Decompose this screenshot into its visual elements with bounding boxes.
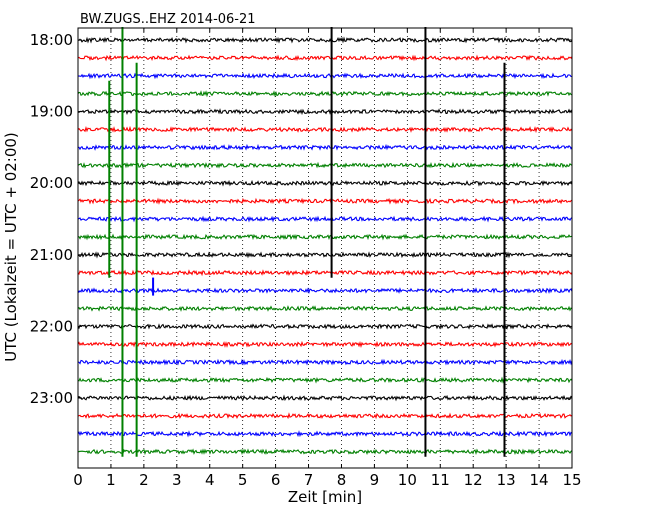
- x-tick-label-12: 12: [464, 471, 483, 489]
- trace-2015: [77, 197, 573, 205]
- trace-2045: [77, 233, 572, 241]
- y-tick-label-2200: 22:00: [30, 317, 73, 335]
- x-tick-label-1: 1: [106, 471, 116, 489]
- x-tick-label-5: 5: [238, 471, 248, 489]
- x-tick-label-6: 6: [271, 471, 281, 489]
- trace-1800: [77, 36, 573, 44]
- trace-1945: [77, 161, 573, 169]
- trace-2345: [78, 448, 573, 456]
- trace-2100: [77, 251, 573, 259]
- trace-1930: [77, 143, 573, 151]
- x-tick-label-2: 2: [139, 471, 149, 489]
- x-tick-label-14: 14: [530, 471, 549, 489]
- trace-1900: [77, 108, 573, 116]
- plot-frame: [77, 27, 573, 469]
- x-tick-label-11: 11: [431, 471, 450, 489]
- trace-1915: [77, 125, 573, 134]
- trace-2000: [77, 179, 573, 187]
- y-tick-label-2100: 21:00: [30, 246, 73, 264]
- y-tick-label-1800: 18:00: [30, 31, 73, 49]
- y-tick-label-2300: 23:00: [30, 389, 73, 407]
- trace-1815: [77, 54, 573, 62]
- x-tick-label-0: 0: [73, 471, 83, 489]
- x-axis-label: Zeit [min]: [287, 488, 363, 506]
- y-tick-label-2000: 20:00: [30, 174, 73, 192]
- trace-2200: [77, 322, 573, 330]
- trace-2030: [77, 215, 573, 223]
- trace-2145: [77, 305, 573, 312]
- trace-2245: [77, 376, 573, 384]
- trace-1845: [77, 90, 573, 98]
- trace-2215: [77, 340, 573, 348]
- x-tick-label-3: 3: [172, 471, 182, 489]
- x-tick-label-4: 4: [205, 471, 215, 489]
- x-tick-label-9: 9: [370, 471, 380, 489]
- trace-2130: [77, 287, 573, 295]
- x-tick-label-7: 7: [304, 471, 314, 489]
- y-axis-label: UTC (Lokalzeit = UTC + 02:00): [2, 132, 20, 362]
- trace-2115: [77, 269, 573, 277]
- x-tick-label-10: 10: [398, 471, 417, 489]
- x-tick-label-13: 13: [497, 471, 516, 489]
- trace-2315: [77, 412, 573, 420]
- trace-1830: [77, 72, 572, 80]
- x-tick-label-15: 15: [562, 471, 581, 489]
- trace-2300: [77, 394, 573, 402]
- y-tick-label-1900: 19:00: [30, 103, 73, 121]
- chart-title: BW.ZUGS..EHZ 2014-06-21: [80, 12, 256, 27]
- x-tick-label-8: 8: [337, 471, 347, 489]
- trace-2230: [78, 358, 573, 366]
- trace-2330: [77, 430, 573, 438]
